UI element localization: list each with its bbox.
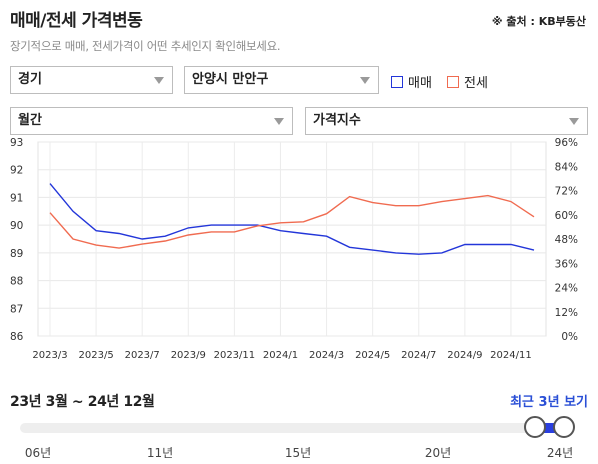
year-tick-label: 24년 (546, 446, 574, 460)
x-tick-label: 2024/11 (490, 350, 532, 361)
page-subtitle: 장기적으로 매매, 전세가격이 어떤 추세인지 확인해보세요. (10, 39, 281, 53)
y-left-tick-label: 93 (10, 137, 23, 149)
y-left-tick-label: 90 (10, 220, 23, 232)
period-select[interactable]: 월간 (10, 107, 293, 135)
x-tick-label: 2024/7 (401, 350, 436, 361)
y-left-tick-label: 89 (10, 248, 23, 260)
range-slider-track[interactable] (20, 423, 575, 433)
x-tick-label: 2024/3 (309, 350, 344, 361)
jeonse-swatch (447, 75, 459, 88)
range-slider-start-handle[interactable] (524, 416, 546, 438)
x-tick-label: 2024/1 (263, 350, 298, 361)
y-right-tick-label: 48% (555, 234, 578, 246)
source-note: ※ 출처 : KB부동산 (491, 15, 586, 28)
x-tick-label: 2023/5 (79, 350, 114, 361)
y-left-tick-label: 88 (10, 276, 23, 288)
y-right-tick-label: 12% (555, 307, 578, 319)
range-slider-end-handle[interactable] (553, 416, 575, 438)
sale-series-line (49, 183, 535, 255)
x-tick-label: 2024/5 (355, 350, 390, 361)
y-left-tick-label: 87 (10, 303, 23, 315)
year-tick-label: 06년 (24, 446, 52, 460)
legend-sale-label: 매매 (408, 76, 432, 91)
y-right-tick-label: 24% (555, 283, 578, 295)
chevron-down-icon (569, 118, 579, 125)
range-label: 23년 3월 ~ 24년 12월 (10, 394, 155, 410)
x-tick-label: 2023/7 (125, 350, 160, 361)
legend-jeonse-label: 전세 (464, 76, 488, 91)
period-select-value: 월간 (18, 113, 42, 128)
y-right-tick-label: 0% (561, 331, 578, 343)
legend-sale[interactable]: 매매 (391, 72, 432, 91)
x-tick-label: 2024/9 (447, 350, 482, 361)
x-tick-label: 2023/3 (32, 350, 67, 361)
year-tick-label: 11년 (146, 446, 174, 460)
chevron-down-icon (274, 118, 284, 125)
district-select-value: 안양시 만안구 (192, 72, 269, 87)
jeonse-series-line (49, 194, 535, 249)
y-right-tick-label: 36% (555, 258, 578, 270)
year-tick-label: 20년 (424, 446, 452, 460)
year-tick-label: 15년 (284, 446, 312, 460)
plot-area (37, 141, 547, 337)
region-select-value: 경기 (18, 72, 42, 87)
y-right-tick-label: 84% (555, 161, 578, 173)
legend-jeonse[interactable]: 전세 (447, 72, 488, 91)
metric-select[interactable]: 가격지수 (305, 107, 588, 135)
district-select[interactable]: 안양시 만안구 (184, 66, 379, 94)
x-tick-label: 2023/9 (171, 350, 206, 361)
y-left-tick-label: 91 (10, 192, 23, 204)
y-right-tick-label: 72% (555, 186, 578, 198)
y-left-tick-label: 92 (10, 165, 23, 177)
y-right-tick-label: 60% (555, 210, 578, 222)
y-right-tick-label: 96% (555, 137, 578, 149)
price-chart: 86 87 88 89 90 91 92 93 0% 12% 24% 36% 48% 60% 72% 84% 9… (10, 137, 578, 361)
metric-select-value: 가격지수 (313, 113, 361, 128)
chevron-down-icon (360, 77, 370, 84)
y-left-tick-label: 86 (10, 331, 24, 343)
x-tick-label: 2023/11 (214, 350, 256, 361)
recent-3-years-button[interactable]: 최근 3년 보기 (510, 395, 588, 410)
chevron-down-icon (154, 77, 164, 84)
region-select[interactable]: 경기 (10, 66, 173, 94)
range-slider-fill (535, 423, 564, 433)
sale-swatch (391, 75, 403, 88)
page-title: 매매/전세 가격변동 (10, 11, 143, 31)
